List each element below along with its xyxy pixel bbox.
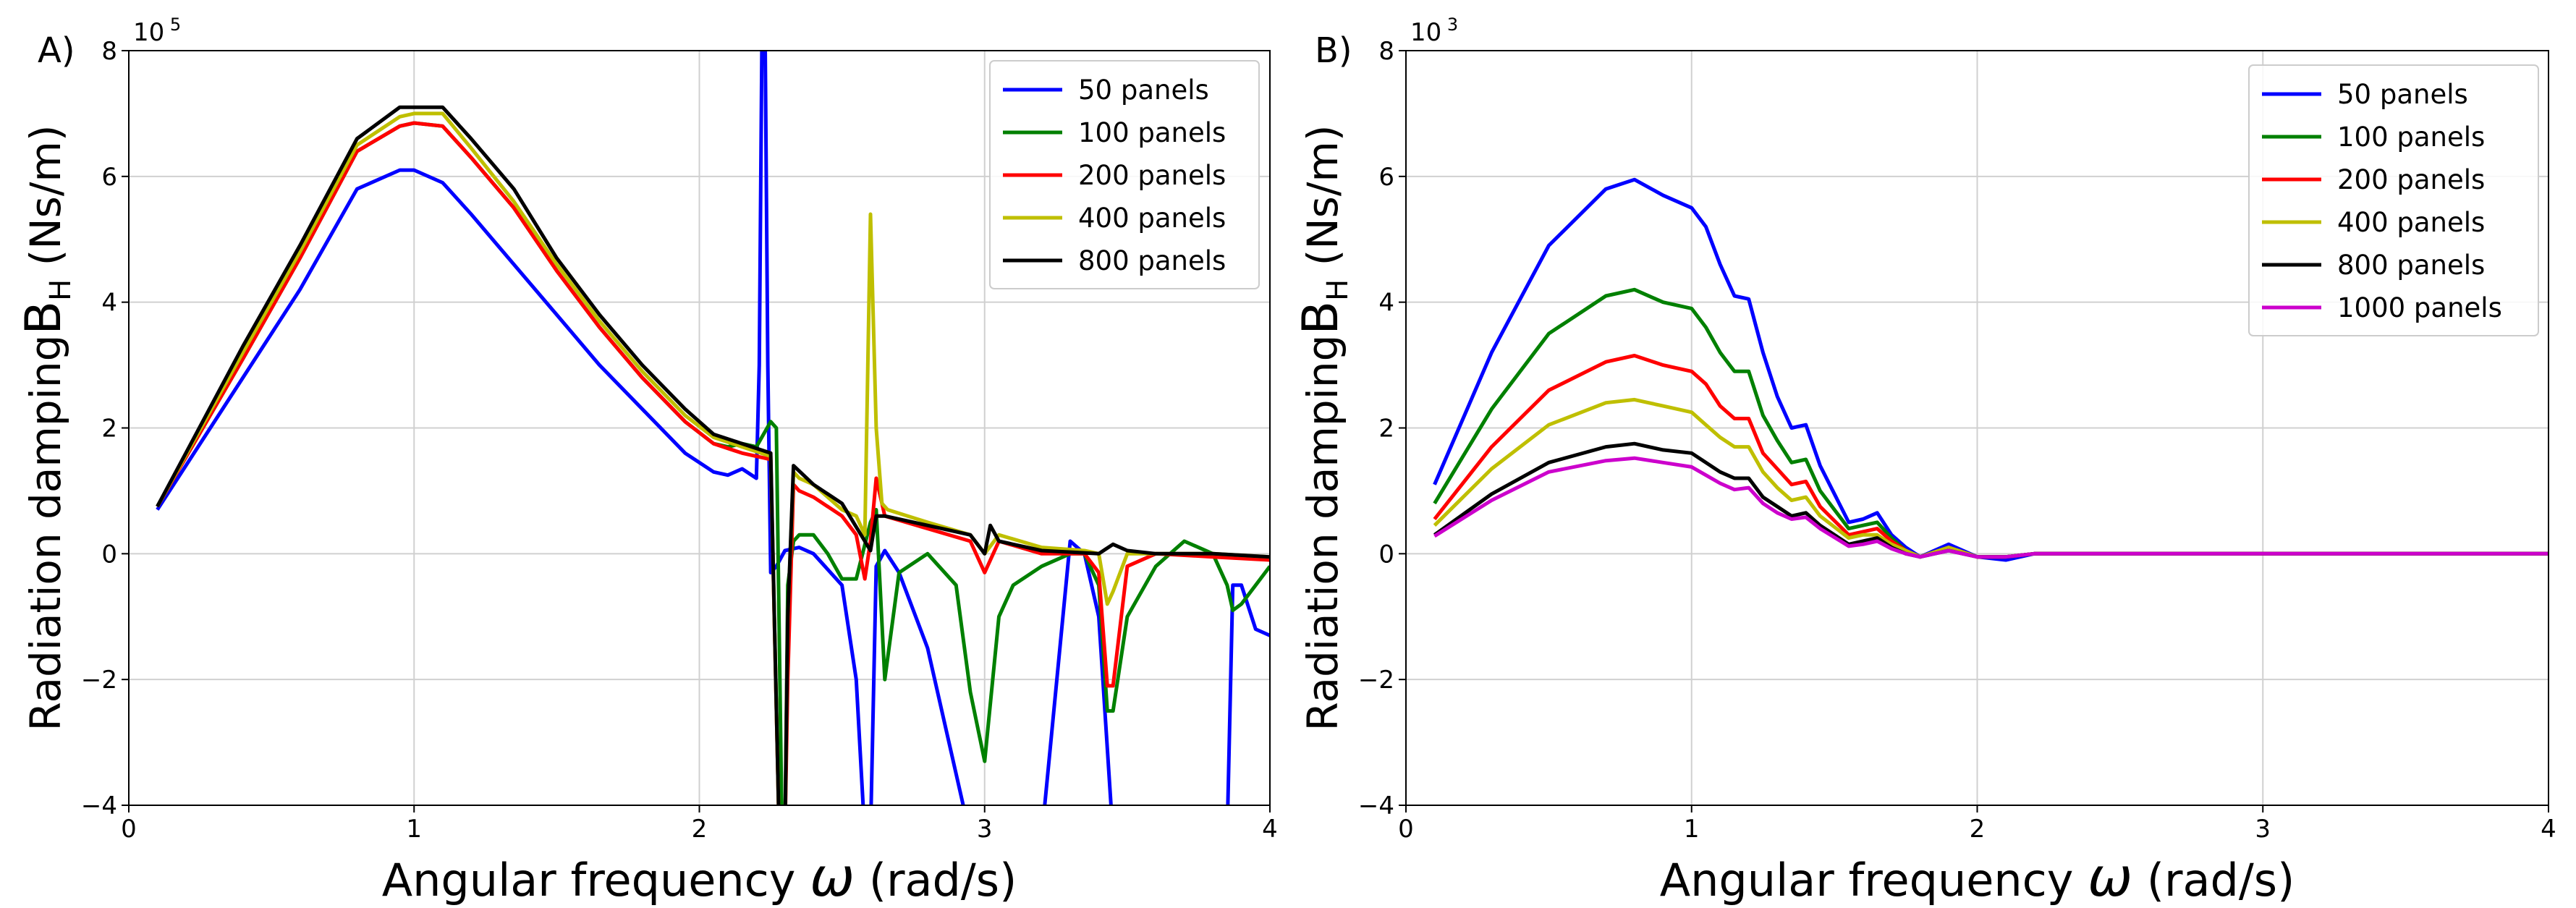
- x-axis-label-main: Angular frequency: [382, 854, 810, 907]
- y-tick-label: 0: [1378, 540, 1394, 569]
- y-tick-label: 2: [1378, 415, 1394, 444]
- series-group: [1433, 177, 2549, 562]
- y-tick-label: 4: [101, 289, 117, 318]
- x-axis-label: Angular frequency ω (rad/s): [382, 847, 1017, 908]
- y-tick-label: 6: [1378, 163, 1394, 192]
- y-axis-label-main: Radiation damping: [1298, 335, 1347, 731]
- y-axis-label-sub: H: [1321, 279, 1355, 301]
- legend-label: 50 panels: [1078, 75, 1209, 106]
- series-line-1000-panels: [1433, 456, 2549, 559]
- legend-label: 800 panels: [1078, 245, 1226, 276]
- legend: 50 panels 100 panels 200 panels 400 panels 8…: [2248, 64, 2539, 336]
- legend-box: [989, 60, 1260, 289]
- series-line-800-panels: [156, 105, 1270, 805]
- legend-label: 400 panels: [2337, 207, 2485, 238]
- x-tick-label: 1: [1684, 815, 1700, 844]
- x-axis-label: Angular frequency ω (rad/s): [1660, 847, 2295, 908]
- x-tick-label: 0: [1398, 815, 1414, 844]
- x-tick-label: 0: [121, 815, 137, 844]
- y-tick-label: 8: [101, 37, 117, 66]
- legend-label: 50 panels: [2337, 79, 2468, 110]
- x-axis-label-main: Angular frequency: [1660, 854, 2088, 907]
- x-tick-label: 2: [1970, 815, 1986, 844]
- legend-label: 800 panels: [2337, 250, 2485, 281]
- y-tick-label: 6: [101, 163, 117, 192]
- y-multiplier: 10 5: [133, 14, 181, 47]
- legend-label: 1000 panels: [2337, 292, 2502, 323]
- y-multiplier-base: 10: [1410, 18, 1441, 47]
- y-multiplier-base: 10: [133, 18, 164, 47]
- y-tick-label: 2: [101, 415, 117, 444]
- x-tick-label: 3: [2255, 815, 2271, 844]
- x-tick-label: 1: [406, 815, 422, 844]
- y-tick-label: −2: [81, 666, 117, 695]
- legend-label: 200 panels: [2337, 164, 2485, 195]
- x-tick-label: 4: [1262, 815, 1278, 844]
- y-axis-label-sub: H: [44, 279, 77, 301]
- y-tick-label: 8: [1378, 37, 1394, 66]
- x-axis-label-symbol: ω: [810, 847, 855, 908]
- series-line-200-panels: [156, 121, 1270, 805]
- y-axis-label-units: (Ns/m): [1298, 124, 1347, 279]
- y-axis-label-units: (Ns/m): [21, 124, 70, 279]
- x-tick-label: 4: [2541, 815, 2556, 844]
- panel-label: B): [1315, 30, 1352, 71]
- panel-label: A): [38, 30, 75, 71]
- x-axis-label-units: (rad/s): [2132, 854, 2295, 907]
- y-tick-label: 4: [1378, 289, 1394, 318]
- y-tick-label: −4: [81, 792, 117, 820]
- series-line-200-panels: [1433, 354, 2549, 559]
- y-axis-label-symbol: B: [1292, 301, 1350, 335]
- y-tick-label: −2: [1358, 666, 1394, 695]
- panel-a: 0 1 2 3 4 −4 −2 0 2 4 6 8 10 5 A) Angular frequency ω …: [15, 14, 1278, 908]
- series-group: [156, 51, 1270, 805]
- y-tick-label: −4: [1358, 792, 1394, 820]
- y-axis-label-symbol: B: [15, 301, 72, 335]
- x-tick-label: 2: [692, 815, 708, 844]
- series-line-50-panels: [156, 51, 1270, 805]
- y-multiplier-exp: 5: [164, 14, 181, 35]
- legend-label: 100 panels: [2337, 122, 2485, 153]
- x-tick-label: 3: [977, 815, 993, 844]
- x-axis-label-units: (rad/s): [855, 854, 1017, 907]
- legend-label: 200 panels: [1078, 160, 1226, 191]
- x-axis-label-symbol: ω: [2088, 847, 2132, 908]
- y-multiplier-exp: 3: [1441, 14, 1458, 35]
- legend-label: 400 panels: [1078, 203, 1226, 234]
- y-axis-label-main: Radiation damping: [21, 335, 70, 731]
- y-axis-label: Radiation dampingBH (Ns/m): [15, 124, 77, 731]
- y-tick-label: 0: [101, 540, 117, 569]
- legend-label: 100 panels: [1078, 117, 1226, 148]
- legend: 50 panels 100 panels 200 panels 400 panels 8…: [989, 60, 1260, 289]
- legend-box: [2248, 64, 2539, 336]
- series-line-400-panels: [1433, 397, 2549, 559]
- y-axis-label: Radiation dampingBH (Ns/m): [1292, 124, 1355, 731]
- series-line-400-panels: [156, 111, 1270, 805]
- panel-b: 0 1 2 3 4 −4 −2 0 2 4 6 8 10 3 B) Angular frequency ω …: [1292, 14, 2556, 908]
- y-multiplier: 10 3: [1410, 14, 1458, 47]
